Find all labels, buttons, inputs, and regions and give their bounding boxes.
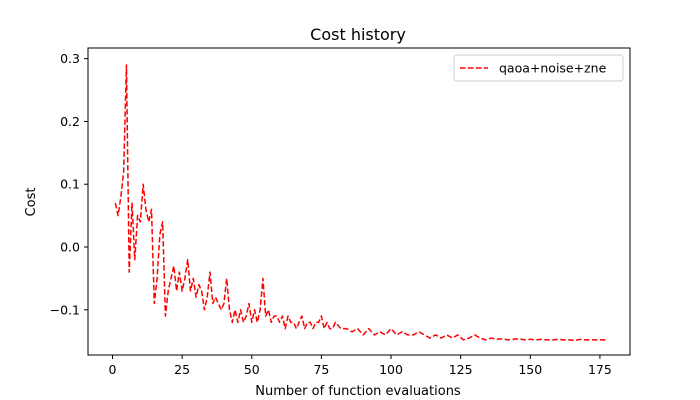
y-tick-label: 0.3 (60, 51, 80, 66)
plot-frame (87, 47, 631, 356)
legend-box (453, 54, 624, 82)
y-tick-label: 0.0 (60, 240, 80, 255)
legend-label: qaoa+noise+zne (499, 61, 607, 76)
y-tick-label: 0.2 (60, 114, 80, 129)
x-tick-label: 100 (379, 362, 403, 377)
y-tick-label: 0.1 (60, 177, 80, 192)
y-axis-ticks: −0.1 0.0 0.1 0.2 0.3 (50, 51, 88, 317)
x-tick-label: 0 (109, 362, 117, 377)
x-axis-ticks: 0 25 50 75 100 125 150 175 (109, 355, 612, 377)
x-axis-label: Number of function evaluations (255, 384, 461, 399)
y-tick-label: −0.1 (50, 302, 80, 317)
x-tick-label: 175 (588, 362, 612, 377)
series-line-0 (114, 64, 606, 342)
x-tick-label: 25 (174, 362, 190, 377)
legend: qaoa+noise+zne (453, 54, 624, 82)
x-tick-label: 75 (313, 362, 329, 377)
x-tick-label: 125 (449, 362, 473, 377)
x-tick-label: 50 (244, 362, 260, 377)
chart-title: Cost history (310, 25, 406, 44)
x-tick-label: 150 (518, 362, 542, 377)
plot-area (114, 64, 606, 342)
y-axis-label: Cost (24, 188, 39, 217)
